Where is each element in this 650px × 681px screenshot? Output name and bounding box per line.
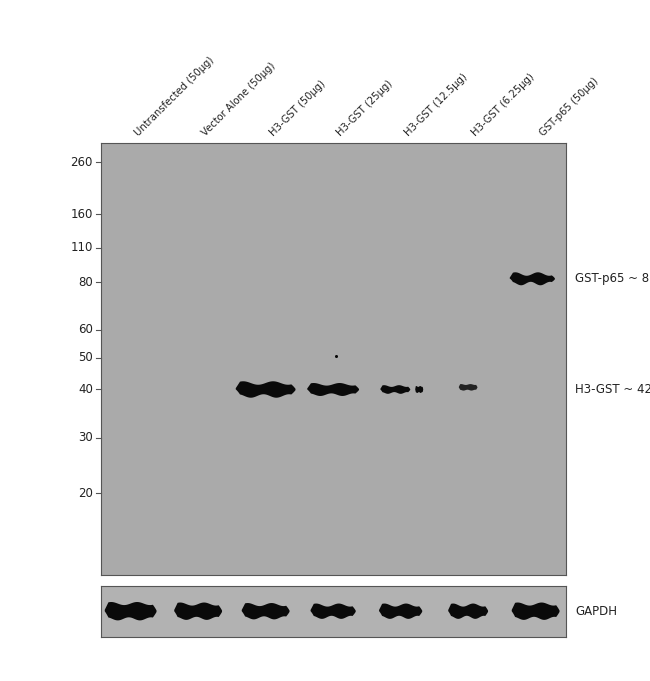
Polygon shape — [512, 603, 560, 620]
Text: 160: 160 — [71, 208, 93, 221]
Polygon shape — [379, 603, 422, 619]
Polygon shape — [448, 603, 488, 619]
Text: 260: 260 — [71, 156, 93, 169]
Text: 30: 30 — [78, 432, 93, 445]
Polygon shape — [174, 603, 222, 620]
Text: GST-p65 (50μg): GST-p65 (50μg) — [538, 76, 600, 138]
Polygon shape — [105, 602, 157, 620]
Text: 40: 40 — [78, 383, 93, 396]
Polygon shape — [380, 385, 410, 394]
Polygon shape — [459, 384, 477, 391]
Text: GST-p65 ~ 87 kDa: GST-p65 ~ 87 kDa — [575, 272, 650, 285]
Polygon shape — [510, 272, 555, 285]
Polygon shape — [242, 603, 289, 619]
Text: 60: 60 — [78, 323, 93, 336]
Polygon shape — [307, 383, 359, 396]
Text: H3-GST (50μg): H3-GST (50μg) — [268, 78, 327, 138]
Polygon shape — [415, 386, 423, 393]
Text: Vector Alone (50μg): Vector Alone (50μg) — [200, 60, 278, 138]
Text: H3-GST ~ 42 kDa: H3-GST ~ 42 kDa — [575, 383, 650, 396]
Text: Untransfected (50μg): Untransfected (50μg) — [133, 54, 216, 138]
Text: 50: 50 — [78, 351, 93, 364]
Text: GAPDH: GAPDH — [575, 605, 618, 618]
Text: H3-GST (12.5μg): H3-GST (12.5μg) — [402, 72, 469, 138]
Text: 110: 110 — [71, 241, 93, 254]
Polygon shape — [311, 603, 356, 619]
Text: 20: 20 — [78, 487, 93, 500]
Text: H3-GST (25μg): H3-GST (25μg) — [335, 78, 395, 138]
Polygon shape — [236, 381, 296, 398]
Text: H3-GST (6.25μg): H3-GST (6.25μg) — [470, 72, 536, 138]
Text: 80: 80 — [78, 276, 93, 289]
